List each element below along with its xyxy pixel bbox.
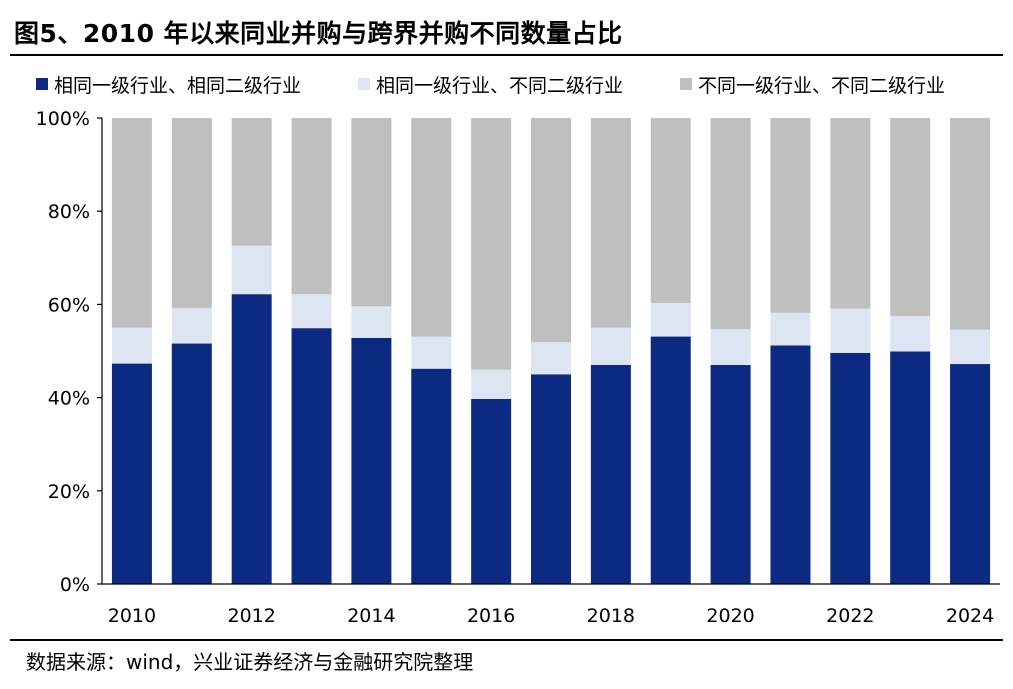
bar-segment-2 [411, 336, 452, 369]
bar-segment-2 [950, 329, 991, 365]
bar-segment-1 [830, 352, 871, 584]
bar-stack-2011 [171, 118, 212, 584]
bar-segment-1 [411, 368, 452, 584]
bar-segment-1 [231, 294, 272, 584]
x-tick-label: 2016 [467, 605, 515, 627]
bar-segment-2 [830, 308, 871, 353]
source-divider [10, 639, 1003, 641]
y-tick-label: 80% [48, 201, 90, 223]
bar-segment-2 [590, 327, 631, 365]
bar-segment-1 [950, 364, 991, 584]
bar-stack-2010 [111, 118, 152, 584]
legend-label: 不同一级行业、不同二级行业 [698, 75, 945, 97]
legend-swatch [36, 78, 48, 90]
bar-segment-1 [351, 337, 392, 584]
x-tick-label: 2022 [826, 605, 874, 627]
stacked-bar-chart: 相同一级行业、相同二级行业 相同一级行业、不同二级行业 不同一级行业、不同二级行业 … [36, 75, 1000, 627]
y-tick-label: 20% [48, 481, 90, 503]
bar-stack-2024 [950, 118, 991, 584]
bar-segment-3 [411, 118, 452, 337]
legend-label: 相同一级行业、不同二级行业 [376, 75, 623, 97]
bar-segment-2 [650, 303, 691, 337]
legend-item: 不同一级行业、不同二级行业 [680, 75, 945, 97]
bar-segment-3 [531, 118, 571, 343]
bar-stack-2017 [531, 118, 571, 584]
bar-stack-2012 [231, 118, 272, 584]
legend-label: 相同一级行业、相同二级行业 [54, 75, 301, 97]
bar-segment-2 [890, 316, 931, 352]
x-tick-label: 2012 [227, 605, 275, 627]
bar-segment-2 [710, 329, 751, 365]
bar-segment-3 [830, 118, 871, 309]
chart-legend: 相同一级行业、相同二级行业 相同一级行业、不同二级行业 不同一级行业、不同二级行业 [36, 75, 945, 97]
bar-segment-3 [231, 118, 272, 246]
bar-segment-2 [770, 312, 811, 346]
x-tick-label: 2020 [706, 605, 754, 627]
bar-stack-2020 [710, 118, 751, 584]
bar-segment-1 [650, 336, 691, 584]
bar-stack-2022 [830, 118, 871, 584]
bar-segment-1 [890, 351, 931, 584]
bar-segment-1 [471, 398, 512, 584]
figure-title: 图5、2010 年以来同业并购与跨界并购不同数量占比 [14, 19, 623, 48]
bar-segment-3 [291, 118, 332, 295]
bar-segment-2 [111, 327, 152, 364]
bar-stack-2023 [890, 118, 931, 584]
bar-segment-3 [950, 118, 991, 330]
bar-stack-2021 [770, 118, 811, 584]
bar-segment-1 [531, 374, 571, 584]
bar-stack-2018 [590, 118, 631, 584]
bar-stack-2014 [351, 118, 392, 584]
x-tick-label: 2024 [946, 605, 994, 627]
y-tick-label: 0% [60, 574, 90, 596]
bar-segment-1 [291, 328, 332, 584]
bar-segment-3 [650, 118, 691, 304]
y-axis: 0% 20% 40% 60% 80% 100% [36, 108, 103, 596]
bar-segment-1 [171, 343, 212, 584]
x-tick-label: 2010 [108, 605, 156, 627]
bar-segment-1 [770, 345, 811, 584]
bar-segment-1 [111, 363, 152, 584]
title-underline [10, 54, 1003, 56]
y-tick-label: 40% [48, 388, 90, 410]
bar-segment-3 [351, 118, 392, 307]
bar-series-group [111, 118, 991, 584]
bar-stack-2019 [650, 118, 691, 584]
bar-stack-2015 [411, 118, 452, 584]
x-tick-label: 2014 [347, 605, 395, 627]
bar-segment-3 [590, 118, 631, 328]
x-tick-label: 2018 [587, 605, 635, 627]
bar-stack-2013 [291, 118, 332, 584]
legend-swatch [680, 78, 692, 90]
bar-segment-2 [471, 369, 512, 399]
bar-segment-3 [111, 118, 152, 328]
bar-segment-3 [471, 118, 512, 370]
bar-segment-3 [890, 118, 931, 317]
legend-item: 相同一级行业、不同二级行业 [358, 75, 623, 97]
y-tick-label: 60% [48, 294, 90, 316]
bar-segment-2 [351, 306, 392, 338]
bar-segment-3 [171, 118, 212, 309]
bar-segment-1 [710, 364, 751, 584]
bar-segment-2 [291, 294, 332, 329]
bar-segment-2 [531, 342, 571, 375]
y-tick-label: 100% [36, 108, 90, 130]
bar-segment-2 [231, 245, 272, 295]
bar-stack-2016 [471, 118, 512, 584]
bar-segment-3 [770, 118, 811, 313]
x-axis: 2010 2012 2014 2016 2018 2020 2022 2024 [102, 583, 1000, 627]
bar-segment-2 [171, 308, 212, 344]
legend-swatch [358, 78, 370, 90]
legend-item: 相同一级行业、相同二级行业 [36, 75, 301, 97]
bar-segment-3 [710, 118, 751, 330]
figure-source: 数据来源：wind，兴业证券经济与金融研究院整理 [26, 650, 474, 674]
bar-segment-1 [590, 364, 631, 584]
